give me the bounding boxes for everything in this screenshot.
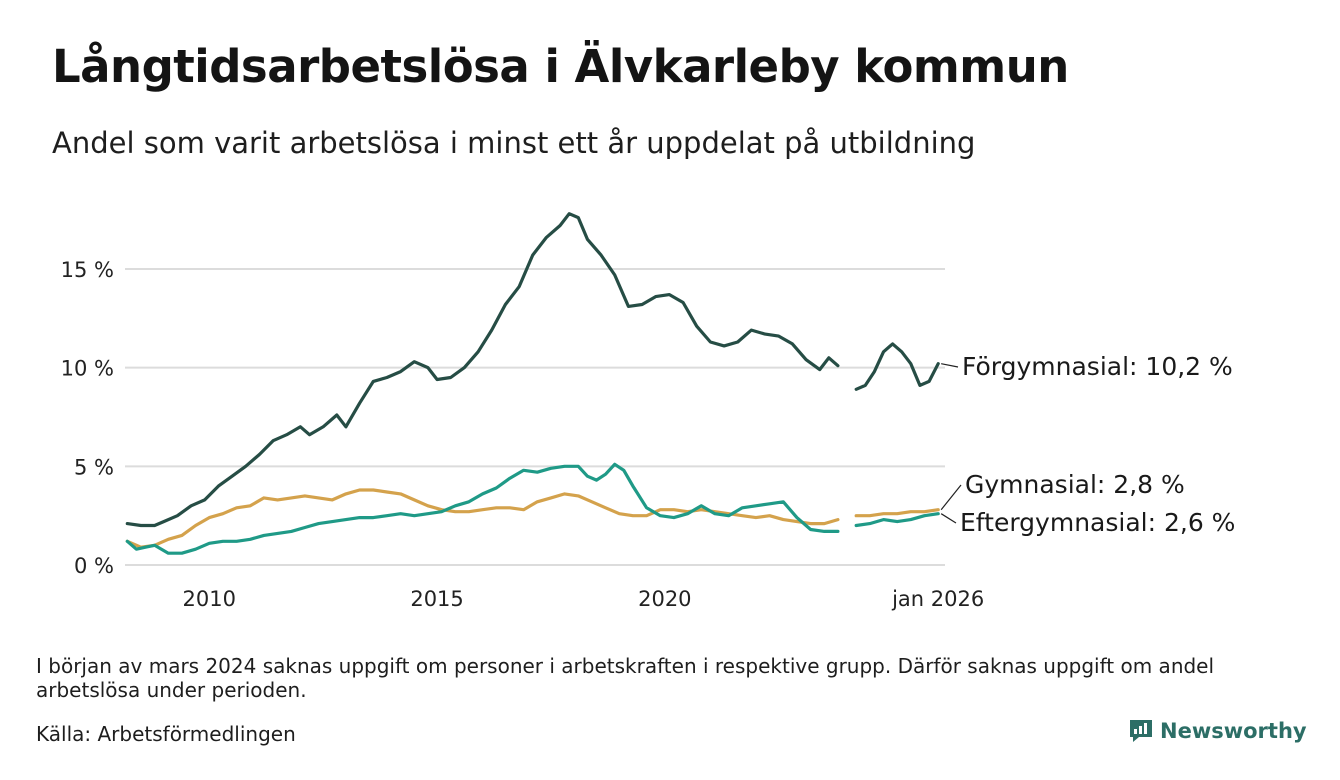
- x-tick-label: 2015: [410, 587, 463, 611]
- x-tick-label: 2010: [183, 587, 236, 611]
- y-tick-label: 10 %: [61, 357, 114, 381]
- series-label-gymnasial: Gymnasial: 2,8 %: [965, 470, 1185, 499]
- series-label-eftergymnasial: Eftergymnasial: 2,6 %: [960, 508, 1235, 537]
- leader-line-forgymnasial: [941, 363, 959, 368]
- line-chart: 0 % 5 % 10 % 15 % 2010 2015 2020 jan 2026 Förgym…: [61, 212, 1235, 611]
- chart-title: Långtidsarbetslösa i Älvkarleby kommun: [52, 40, 1069, 93]
- footnote: I början av mars 2024 saknas uppgift om …: [36, 654, 1215, 702]
- x-tick-label: 2020: [638, 587, 691, 611]
- brand-name: Newsworthy: [1160, 719, 1307, 743]
- y-tick-label: 0 %: [74, 554, 114, 578]
- leader-line-eftergymnasial: [940, 513, 957, 524]
- series-line-gymnasial-segment-1: [125, 488, 840, 549]
- leader-line-gymnasial: [940, 484, 962, 511]
- series-line-gymnasial-segment-2: [854, 508, 940, 518]
- series-line-eftergymnasial-segment-2: [854, 512, 940, 528]
- chart-subtitle: Andel som varit arbetslösa i minst ett å…: [52, 126, 976, 160]
- source-credit: Källa: Arbetsförmedlingen: [36, 722, 296, 746]
- y-tick-label: 15 %: [61, 258, 114, 282]
- y-tick-label: 5 %: [74, 455, 114, 479]
- series-line-forgymnasial-segment-2: [854, 342, 940, 391]
- series-line-forgymnasial-segment-1: [125, 212, 840, 528]
- series-label-forgymnasial: Förgymnasial: 10,2 %: [962, 352, 1233, 381]
- newsworthy-logo-icon: [1130, 720, 1152, 742]
- x-tick-label: jan 2026: [891, 587, 984, 611]
- series-line-eftergymnasial-segment-1: [125, 462, 840, 555]
- brand-logo: Newsworthy: [1128, 718, 1307, 744]
